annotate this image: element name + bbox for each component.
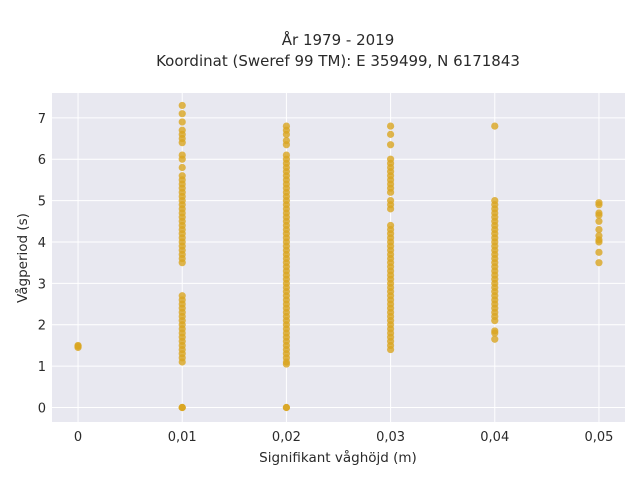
x-tick-label: 0,01 (168, 430, 197, 445)
data-point (282, 122, 291, 130)
x-tick-label: 0,05 (584, 430, 613, 445)
data-point (178, 163, 186, 172)
data-point (595, 217, 603, 225)
data-point (178, 101, 186, 110)
x-tick-label: 0,04 (480, 430, 509, 445)
data-point (178, 292, 186, 300)
x-tick-label: 0 (74, 430, 82, 445)
data-point (178, 403, 186, 412)
data-point (386, 221, 395, 230)
data-point (178, 172, 186, 180)
y-tick-label: 4 (38, 236, 46, 251)
chart-subtitle: Koordinat (Sweref 99 TM): E 359499, N 61… (156, 52, 520, 70)
y-tick-label: 6 (38, 153, 46, 168)
data-point (595, 259, 603, 267)
data-point (282, 403, 291, 412)
grid-lines (52, 93, 625, 422)
y-tick-label: 2 (38, 319, 46, 334)
data-point (178, 151, 186, 159)
data-point (282, 151, 291, 159)
y-axis-label: Vågperiod (s) (14, 213, 31, 303)
data-point (595, 209, 603, 217)
x-tick-label: 0,03 (376, 430, 405, 445)
data-points (74, 101, 603, 412)
data-point (386, 141, 395, 149)
data-point (595, 225, 603, 234)
data-point (386, 130, 395, 138)
data-point (386, 155, 395, 163)
x-tick-label: 0,02 (272, 430, 301, 445)
y-axis-ticks: 0 1 2 3 4 5 6 7 (38, 112, 46, 417)
data-point (178, 110, 186, 118)
data-point (491, 327, 499, 335)
chart-title: År 1979 - 2019 (282, 30, 395, 49)
y-tick-label: 1 (38, 360, 46, 375)
x-axis-label: Signifikant våghöjd (m) (259, 449, 417, 466)
data-point (491, 196, 499, 205)
data-point (595, 199, 603, 207)
data-point (491, 122, 499, 130)
y-tick-label: 3 (38, 277, 46, 292)
data-point (74, 341, 82, 350)
plot-area (52, 93, 625, 422)
data-point (282, 136, 291, 145)
data-point (178, 118, 186, 126)
data-point (386, 196, 395, 205)
data-point (491, 335, 499, 343)
x-axis-ticks: 0 0,01 0,02 0,03 0,04 0,05 (74, 430, 614, 445)
data-point (595, 232, 603, 240)
y-tick-label: 7 (38, 112, 46, 127)
data-point (595, 248, 603, 256)
data-point (386, 122, 395, 130)
y-tick-label: 5 (38, 195, 46, 210)
data-point (178, 126, 186, 134)
y-tick-label: 0 (38, 402, 46, 417)
